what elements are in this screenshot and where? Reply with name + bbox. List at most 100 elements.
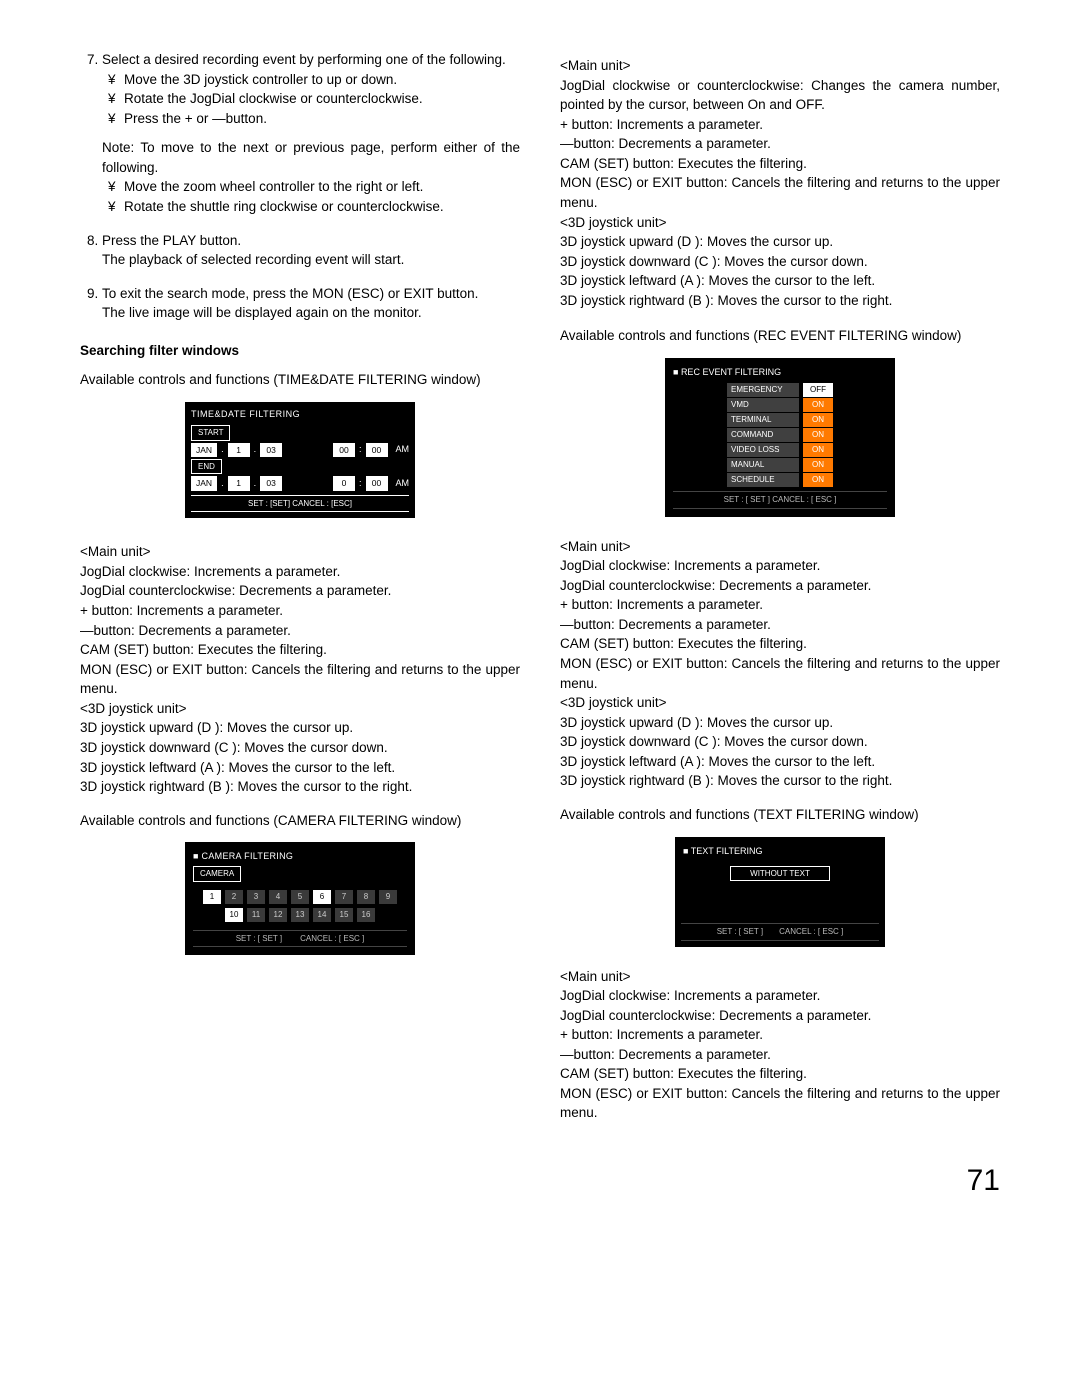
cam-cell[interactable]: 7 — [335, 890, 353, 904]
ctrl-td-joy: <3D joystick unit> — [80, 699, 520, 719]
step-9: To exit the search mode, press the MON (… — [102, 284, 520, 323]
bullet-item: Move the zoom wheel controller to the ri… — [124, 177, 520, 197]
rec-title: REC EVENT FILTERING — [673, 366, 887, 379]
td-y2[interactable]: 03 — [260, 476, 282, 490]
step8-l2: The playback of selected recording event… — [102, 252, 404, 267]
rec-row: VIDEO LOSS ON — [673, 443, 887, 457]
cam-cell[interactable]: 3 — [247, 890, 265, 904]
cam-sub: CAMERA — [193, 866, 241, 882]
page-number: 71 — [80, 1159, 1000, 1203]
ctrl-line: 3D joystick downward (C ): Moves the cur… — [80, 738, 520, 758]
td-m1[interactable]: 00 — [366, 443, 388, 457]
ctrl-line: 3D joystick rightward (B ): Moves the cu… — [560, 771, 1000, 791]
cam-cell[interactable]: 14 — [313, 908, 331, 922]
td-mon1[interactable]: JAN — [191, 443, 217, 457]
td-h2[interactable]: 0 — [333, 476, 355, 490]
cam-grid: 12345678910111213141516 — [193, 890, 407, 922]
step8-l1: Press the PLAY button. — [102, 233, 241, 248]
td-row-end: JAN . 1 . 03 0 : 00 AM — [191, 476, 409, 490]
rec-value[interactable]: ON — [803, 473, 833, 487]
td-d1[interactable]: 1 — [228, 443, 250, 457]
td-y1[interactable]: 03 — [260, 443, 282, 457]
cam-cell[interactable]: 16 — [357, 908, 375, 922]
ctrl-cam-joy: <3D joystick unit> — [560, 213, 1000, 233]
ctrl-cam-block: <Main unit> JogDial clockwise or counter… — [560, 56, 1000, 310]
ctrl-text-block: <Main unit> JogDial clockwise: Increment… — [560, 967, 1000, 1124]
ctrl-line: + button: Increments a parameter. — [560, 115, 1000, 135]
panel-camera: CAMERA FILTERING CAMERA 1234567891011121… — [185, 842, 415, 955]
td-ampm2: AM — [396, 477, 410, 490]
td-h1[interactable]: 00 — [333, 443, 355, 457]
ctrl-line: 3D joystick rightward (B ): Moves the cu… — [80, 777, 520, 797]
ctrl-line: 3D joystick upward (D ): Moves the curso… — [80, 718, 520, 738]
cam-cell[interactable]: 13 — [291, 908, 309, 922]
rec-label: COMMAND — [727, 428, 799, 442]
td-title: TIME&DATE FILTERING — [191, 408, 409, 421]
td-m2[interactable]: 00 — [366, 476, 388, 490]
panel-rec: REC EVENT FILTERING EMERGENCYOFFVMDONTER… — [665, 358, 895, 517]
panel-text: TEXT FILTERING WITHOUT TEXT SET : [ SET … — [675, 837, 885, 947]
avail-rec: Available controls and functions (REC EV… — [560, 326, 1000, 346]
ctrl-line: 3D joystick leftward (A ): Moves the cur… — [560, 271, 1000, 291]
rec-label: VMD — [727, 398, 799, 412]
cam-cell[interactable]: 11 — [247, 908, 265, 922]
ctrl-line: + button: Increments a parameter. — [560, 595, 1000, 615]
rec-value[interactable]: ON — [803, 443, 833, 457]
cam-cell[interactable]: 12 — [269, 908, 287, 922]
step9-l1: To exit the search mode, press the MON (… — [102, 286, 478, 301]
cam-cell[interactable]: 9 — [379, 890, 397, 904]
rec-value[interactable]: OFF — [803, 383, 833, 397]
tf-box[interactable]: WITHOUT TEXT — [730, 866, 830, 882]
ctrl-line: 3D joystick downward (C ): Moves the cur… — [560, 732, 1000, 752]
rec-value[interactable]: ON — [803, 428, 833, 442]
ctrl-line: —button: Decrements a parameter. — [560, 1045, 1000, 1065]
ctrl-line: MON (ESC) or EXIT button: Cancels the fi… — [560, 173, 1000, 212]
avail-timedate: Available controls and functions (TIME&D… — [80, 370, 520, 390]
cam-cell[interactable]: 10 — [225, 908, 243, 922]
ctrl-cam-main: <Main unit> — [560, 56, 1000, 76]
cam-cell[interactable]: 1 — [203, 890, 221, 904]
rec-row: COMMAND ON — [673, 428, 887, 442]
td-foot: SET : [SET] CANCEL : [ESC] — [191, 495, 409, 513]
step-7: Select a desired recording event by perf… — [102, 50, 520, 217]
rec-row: SCHEDULE ON — [673, 473, 887, 487]
right-column: <Main unit> JogDial clockwise or counter… — [560, 50, 1000, 1129]
rec-label: VIDEO LOSS — [727, 443, 799, 457]
rec-label: MANUAL — [727, 458, 799, 472]
bullet-item: Move the 3D joystick controller to up or… — [124, 70, 520, 90]
tf-title: TEXT FILTERING — [683, 845, 877, 858]
rec-row: EMERGENCYOFF — [673, 383, 887, 397]
cam-cell[interactable]: 2 — [225, 890, 243, 904]
rec-foot: SET : [ SET ] CANCEL : [ ESC ] — [673, 491, 887, 509]
ctrl-rec-main: <Main unit> — [560, 537, 1000, 557]
rec-label: SCHEDULE — [727, 473, 799, 487]
cam-foot: SET : [ SET ] CANCEL : [ ESC ] — [193, 930, 407, 948]
ctrl-line: MON (ESC) or EXIT button: Cancels the fi… — [560, 654, 1000, 693]
bullet-item: Press the + or —button. — [124, 109, 520, 129]
td-mon2[interactable]: JAN — [191, 476, 217, 490]
rec-value[interactable]: ON — [803, 413, 833, 427]
ctrl-line: —button: Decrements a parameter. — [560, 615, 1000, 635]
ctrl-line: 3D joystick leftward (A ): Moves the cur… — [80, 758, 520, 778]
tf-foot: SET : [ SET ] CANCEL : [ ESC ] — [681, 923, 879, 941]
ctrl-line: JogDial counterclockwise: Decrements a p… — [560, 1006, 1000, 1026]
td-row-start: JAN . 1 . 03 00 : 00 AM — [191, 443, 409, 457]
cam-foot-set: SET : [ SET ] — [236, 933, 282, 945]
left-column: Select a desired recording event by perf… — [80, 50, 520, 1129]
bullet-item: Rotate the shuttle ring clockwise or cou… — [124, 197, 520, 217]
panel-timedate: TIME&DATE FILTERING START JAN . 1 . 03 0… — [185, 402, 415, 518]
cam-cell[interactable]: 5 — [291, 890, 309, 904]
rec-value[interactable]: ON — [803, 458, 833, 472]
cam-cell[interactable]: 4 — [269, 890, 287, 904]
rec-value[interactable]: ON — [803, 398, 833, 412]
cam-cell[interactable]: 8 — [357, 890, 375, 904]
tf-foot-set: SET : [ SET ] — [717, 926, 763, 938]
td-d2[interactable]: 1 — [228, 476, 250, 490]
ctrl-text-main: <Main unit> — [560, 967, 1000, 987]
ctrl-line: —button: Decrements a parameter. — [560, 134, 1000, 154]
cam-cell[interactable]: 15 — [335, 908, 353, 922]
step7-note-bullets: Move the zoom wheel controller to the ri… — [102, 177, 520, 216]
ctrl-line: 3D joystick upward (D ): Moves the curso… — [560, 713, 1000, 733]
avail-text: Available controls and functions (TEXT F… — [560, 805, 1000, 825]
cam-cell[interactable]: 6 — [313, 890, 331, 904]
